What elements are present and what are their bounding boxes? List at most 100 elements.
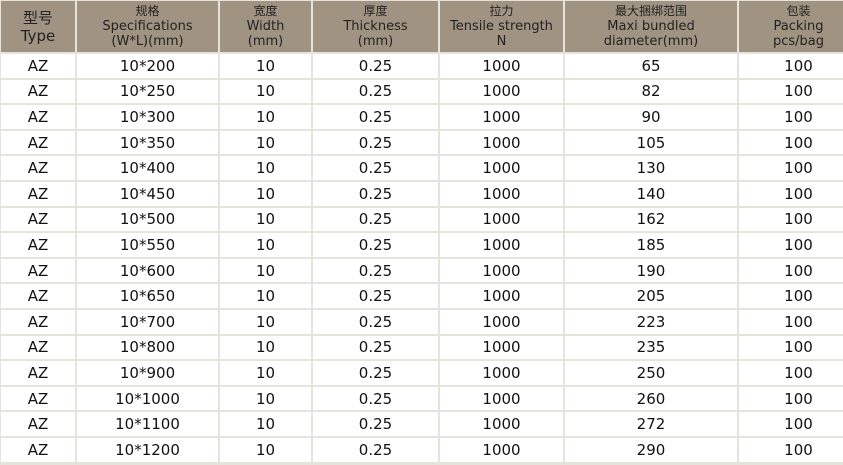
table-cell: 10 <box>220 156 311 180</box>
table-cell: 1000 <box>440 156 563 180</box>
table-cell: AZ <box>1 309 75 334</box>
table-cell: 10 <box>220 105 311 129</box>
table-cell: 10*550 <box>77 233 218 257</box>
table-cell: 1000 <box>440 181 563 206</box>
table-cell: AZ <box>1 54 75 78</box>
header-cn: 拉力 <box>489 4 514 18</box>
table-cell: 235 <box>565 335 737 360</box>
table-cell: 0.25 <box>313 284 438 308</box>
table-cell: 100 <box>739 437 843 462</box>
table-cell: 10*900 <box>77 361 218 385</box>
table-cell: 140 <box>565 181 737 206</box>
table-cell: 10 <box>220 79 311 104</box>
table-cell: 10 <box>220 181 311 206</box>
table-cell: 1000 <box>440 335 563 360</box>
table-cell: 0.25 <box>313 79 438 104</box>
table-cell: 1000 <box>440 284 563 308</box>
header-cn: 型号 <box>22 8 53 27</box>
table-cell: 0.25 <box>313 54 438 78</box>
table-cell: 100 <box>739 181 843 206</box>
column-header: 厚度 Thickness (mm) <box>313 1 438 52</box>
table-cell: AZ <box>1 130 75 155</box>
table-row: AZ 10*600 10 0.25 1000 190 100 <box>1 258 843 283</box>
table-cell: 100 <box>739 284 843 308</box>
table-cell: 0.25 <box>313 105 438 129</box>
column-header: 包装 Packing pcs/bag <box>739 1 843 52</box>
table-cell: 1000 <box>440 386 563 411</box>
table-cell: 0.25 <box>313 309 438 334</box>
header-en: N <box>496 34 507 49</box>
table-cell: AZ <box>1 412 75 436</box>
header-cn: 最大捆绑范围 <box>614 4 687 18</box>
table-cell: 100 <box>739 105 843 129</box>
header-en: diameter(mm) <box>603 34 699 49</box>
header-cn: 宽度 <box>253 4 278 18</box>
header-en: Packing <box>773 19 824 34</box>
table-cell: AZ <box>1 284 75 308</box>
table-cell: 1000 <box>440 258 563 283</box>
table-row: AZ 10*700 10 0.25 1000 223 100 <box>1 309 843 334</box>
header-en: (mm) <box>247 34 284 49</box>
table-row: AZ 10*800 10 0.25 1000 235 100 <box>1 335 843 360</box>
table-cell: 0.25 <box>313 130 438 155</box>
table-cell: 10 <box>220 258 311 283</box>
table-cell: AZ <box>1 181 75 206</box>
table-cell: 10*1000 <box>77 386 218 411</box>
header-cn: 规格 <box>135 4 160 18</box>
table-cell: 10 <box>220 309 311 334</box>
header-cn: 厚度 <box>363 4 388 18</box>
header-row: 型号 Type 规格 Specifications (W*L)(mm) 宽度 Width (m… <box>1 1 843 52</box>
table-cell: 100 <box>739 130 843 155</box>
table-cell: 0.25 <box>313 258 438 283</box>
table-cell: AZ <box>1 207 75 232</box>
table-cell: AZ <box>1 233 75 257</box>
header-cn: 包装 <box>786 4 811 18</box>
table-cell: 0.25 <box>313 412 438 436</box>
table-row: AZ 10*250 10 0.25 1000 82 100 <box>1 79 843 104</box>
table-row: AZ 10*1000 10 0.25 1000 260 100 <box>1 386 843 411</box>
table-cell: 0.25 <box>313 181 438 206</box>
header-en: (W*L)(mm) <box>111 34 184 49</box>
table-cell: 130 <box>565 156 737 180</box>
table-row: AZ 10*900 10 0.25 1000 250 100 <box>1 361 843 385</box>
table-cell: 90 <box>565 105 737 129</box>
table-row: AZ 10*500 10 0.25 1000 162 100 <box>1 207 843 232</box>
table-cell: 1000 <box>440 54 563 78</box>
table-cell: AZ <box>1 258 75 283</box>
table-cell: 10*250 <box>77 79 218 104</box>
table-cell: 1000 <box>440 79 563 104</box>
table-cell: 1000 <box>440 361 563 385</box>
table-cell: 100 <box>739 233 843 257</box>
table-cell: 10 <box>220 335 311 360</box>
table-cell: 272 <box>565 412 737 436</box>
table-row: AZ 10*450 10 0.25 1000 140 100 <box>1 181 843 206</box>
table-row: AZ 10*300 10 0.25 1000 90 100 <box>1 105 843 129</box>
column-header: 拉力 Tensile strength N <box>440 1 563 52</box>
table-cell: 1000 <box>440 207 563 232</box>
table-cell: 10 <box>220 386 311 411</box>
table-cell: 223 <box>565 309 737 334</box>
header-en: Type <box>20 26 56 45</box>
table-cell: 0.25 <box>313 437 438 462</box>
column-header: 最大捆绑范围 Maxi bundled diameter(mm) <box>565 1 737 52</box>
table-cell: 1000 <box>440 412 563 436</box>
table-cell: 10*200 <box>77 54 218 78</box>
table-cell: 10*350 <box>77 130 218 155</box>
table-cell: 100 <box>739 258 843 283</box>
table-cell: 10 <box>220 130 311 155</box>
column-header: 宽度 Width (mm) <box>220 1 311 52</box>
table-cell: 1000 <box>440 233 563 257</box>
table-cell: 100 <box>739 412 843 436</box>
table-cell: 10*600 <box>77 258 218 283</box>
header-en: pcs/bag <box>772 34 825 49</box>
header-en: Maxi bundled <box>607 19 695 34</box>
header-en: Thickness <box>343 19 408 34</box>
header-en: Specifications <box>102 19 193 34</box>
table-cell: 205 <box>565 284 737 308</box>
table-cell: 1000 <box>440 437 563 462</box>
table-row: AZ 10*400 10 0.25 1000 130 100 <box>1 156 843 180</box>
table-cell: 10*400 <box>77 156 218 180</box>
table-cell: 0.25 <box>313 156 438 180</box>
table-cell: 1000 <box>440 309 563 334</box>
